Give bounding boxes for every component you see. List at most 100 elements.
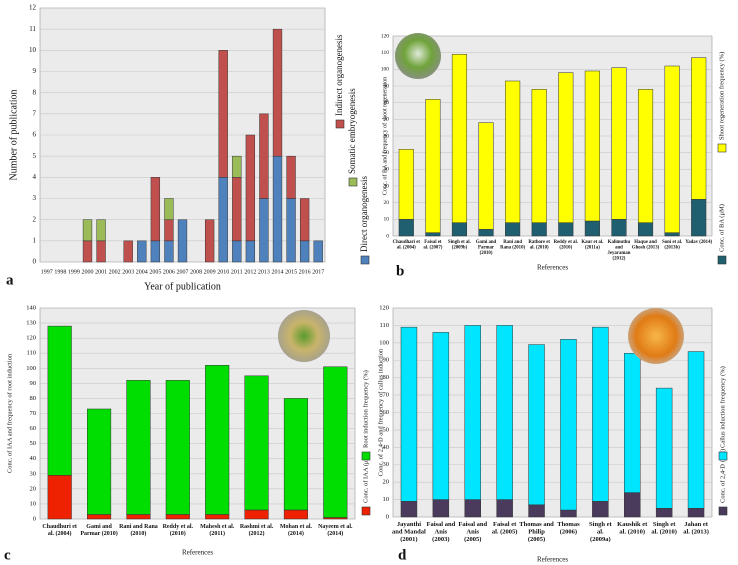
y-axis-label: Number of publication [8,89,19,180]
y-tick-label: 12 [29,4,37,12]
x-tick-label: 2016 [299,269,311,275]
bar-segment [560,339,577,511]
x-tick-label: Rashmi et al. (2012) [240,524,274,537]
bar-segment [232,155,242,178]
bar-segment [584,70,600,222]
bar-segment [164,198,174,220]
y-tick-label: 90 [30,380,37,387]
bar-segment [425,99,441,233]
bar-segment [272,28,283,157]
x-tick-label: 2002 [109,269,121,275]
bar-segment [400,501,418,518]
bar-segment [664,232,680,237]
x-axis-label: References [537,556,568,564]
bar-segment [123,240,133,263]
x-tick-label: Chaudhari et al. (2004) [393,240,421,251]
bar-segment [528,504,545,518]
bar-segment [496,499,513,518]
bar-segment [245,134,256,242]
x-axis-label: References [537,264,568,272]
panel-label: c [4,547,11,563]
legend-swatch [360,255,370,265]
legend-swatch [717,143,727,153]
x-tick-label: Gami and Parmar (2010) [80,524,117,537]
x-tick-label: Reddy et al. (2010) [163,524,194,537]
bar-segment [560,509,577,518]
y-tick-label: 6 [33,131,37,139]
x-tick-label: Kaushik et al. (2010) [617,521,648,535]
bar-segment [87,514,112,520]
bar-segment [96,219,106,242]
bar-segment [637,89,654,223]
y-tick-label: 110 [26,350,36,357]
bar-segment [464,499,481,518]
bar-segment [164,240,174,263]
bar-segment [137,240,147,263]
bar-segment [478,229,494,237]
legend-label: Direct organogenesis [359,175,369,252]
x-tick-label: 2012 [244,269,256,275]
bar-segment [691,57,707,200]
legend-label: Callus induction frequency (%) [719,366,726,448]
x-tick-label: Rathore et al. (2010) [528,240,550,251]
y-tick-label: 8 [33,88,37,96]
x-tick-label: Faisal et al. (2007) [423,240,442,251]
x-tick-label: Mahesh et al. (2011) [200,524,235,537]
legend-swatch [335,119,345,129]
legend-swatch [718,506,728,516]
y-tick-label: 60 [383,409,390,416]
legend-label: Shoot regeneration frequency (%) [718,52,725,140]
bar-segment [611,219,627,237]
bar-segment [687,508,705,518]
y-tick-label: 20 [383,479,390,486]
legend-label: Conc. of 2,4-D (μM) [719,449,726,503]
y-tick-label: 140 [26,304,36,311]
bar-segment [432,332,450,500]
bar-segment [96,240,106,263]
bar-segment [177,219,188,263]
bar-segment [283,509,308,520]
y-tick-label: 50 [384,150,390,156]
x-tick-label: 2000 [82,269,94,275]
bar-segment [232,177,242,242]
y-tick-label: 20 [30,485,37,492]
y-tick-label: 90 [384,83,390,89]
y-tick-label: 20 [384,200,390,206]
bar-segment [299,240,310,263]
x-tick-label: 2008 [190,269,202,275]
y-tick-label: 2 [33,215,37,223]
y-tick-label: 10 [384,217,390,223]
y-tick-label: 70 [384,117,390,123]
y-tick-label: 11 [29,25,36,33]
x-tick-label: 2005 [149,269,161,275]
bar-segment [398,219,414,237]
x-axis-label: Year of publication [144,281,221,292]
y-tick-label: 120 [381,33,390,39]
bar-segment [611,67,627,220]
y-tick-label: 10 [29,46,37,54]
x-tick-label: Thomas (2006) [557,521,580,535]
bar-segment [464,325,481,500]
bar-segment [451,222,468,237]
bar-segment [283,398,308,511]
y-tick-label: 3 [33,194,37,202]
callus-photo [628,308,684,364]
bar-segment [299,198,310,242]
x-tick-label: Kaur et al. (2011a) [581,240,603,251]
x-tick-label: Singh et al. (2009a) [589,521,612,543]
x-tick-label: 2007 [177,269,189,275]
y-tick-label: 70 [383,392,390,399]
bar-segment [637,222,654,237]
y-tick-label: 0 [33,258,37,266]
bar-segment [432,499,450,518]
y-tick-label: 100 [379,339,389,346]
y-tick-label: 80 [384,100,390,106]
panel-label: b [396,263,404,279]
x-tick-label: 2013 [258,269,270,275]
y-axis-label: Conc. of BA and frequency of shoot regen… [381,77,388,195]
x-tick-label: Yadav (2014) [685,240,712,245]
bar-segment [592,501,609,518]
legend-swatch [348,177,358,187]
y-tick-label: 7 [33,109,37,117]
y-tick-label: 120 [379,304,389,311]
